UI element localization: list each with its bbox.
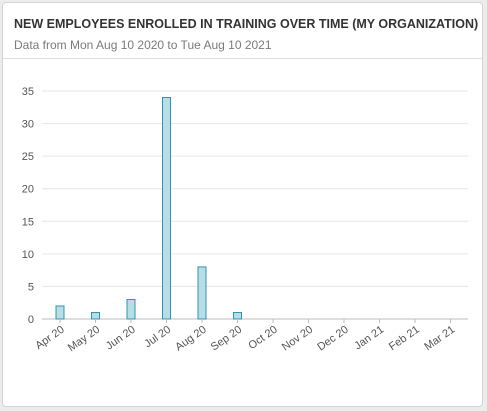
bar-may-20[interactable] bbox=[91, 311, 100, 320]
bars bbox=[55, 97, 242, 320]
grid-lines bbox=[42, 90, 468, 320]
x-axis-ticks: Apr 20 May 20 Jun 20 Jul 20 Aug 20 Sep 20 Oct … bbox=[33, 319, 457, 354]
y-tick-label: 35 bbox=[22, 86, 34, 98]
chart-header: NEW EMPLOYEES ENROLLED IN TRAINING OVER … bbox=[3, 3, 482, 59]
chart-subtitle: Data from Mon Aug 10 2020 to Tue Aug 10 … bbox=[14, 38, 272, 52]
x-tick-label: Mar 21 bbox=[422, 324, 457, 353]
y-tick-label: 5 bbox=[28, 281, 34, 293]
bar-sep-20[interactable] bbox=[233, 311, 242, 320]
y-tick-label: 30 bbox=[22, 119, 34, 131]
x-tick-label: Jun 20 bbox=[104, 324, 138, 353]
y-tick-label: 0 bbox=[28, 314, 34, 326]
y-tick-label: 20 bbox=[22, 184, 34, 196]
x-tick-label: Nov 20 bbox=[280, 324, 315, 354]
x-tick-label: Jan 21 bbox=[352, 324, 386, 353]
chart-title: NEW EMPLOYEES ENROLLED IN TRAINING OVER … bbox=[14, 17, 479, 31]
x-tick-label: Apr 20 bbox=[33, 324, 66, 352]
bar-jun-20[interactable] bbox=[126, 298, 136, 320]
x-tick-label: Sep 20 bbox=[209, 324, 244, 354]
x-tick-label: Dec 20 bbox=[315, 324, 350, 354]
y-tick-label: 15 bbox=[22, 216, 34, 228]
bar-jul-20[interactable] bbox=[162, 97, 171, 320]
x-tick-label: Oct 20 bbox=[246, 324, 279, 352]
chart-card: NEW EMPLOYEES ENROLLED IN TRAINING OVER … bbox=[2, 2, 483, 407]
bar-apr-20[interactable] bbox=[55, 305, 65, 320]
bar-aug-20[interactable] bbox=[197, 266, 207, 320]
x-tick-label: Jul 20 bbox=[142, 324, 173, 351]
y-tick-label: 25 bbox=[22, 151, 34, 163]
y-axis-ticks: 0 5 10 15 20 25 30 35 bbox=[22, 86, 34, 326]
x-tick-label: Feb 21 bbox=[387, 324, 422, 353]
y-tick-label: 10 bbox=[22, 249, 34, 261]
x-tick-label: Aug 20 bbox=[173, 324, 208, 354]
x-tick-label: May 20 bbox=[66, 324, 102, 355]
